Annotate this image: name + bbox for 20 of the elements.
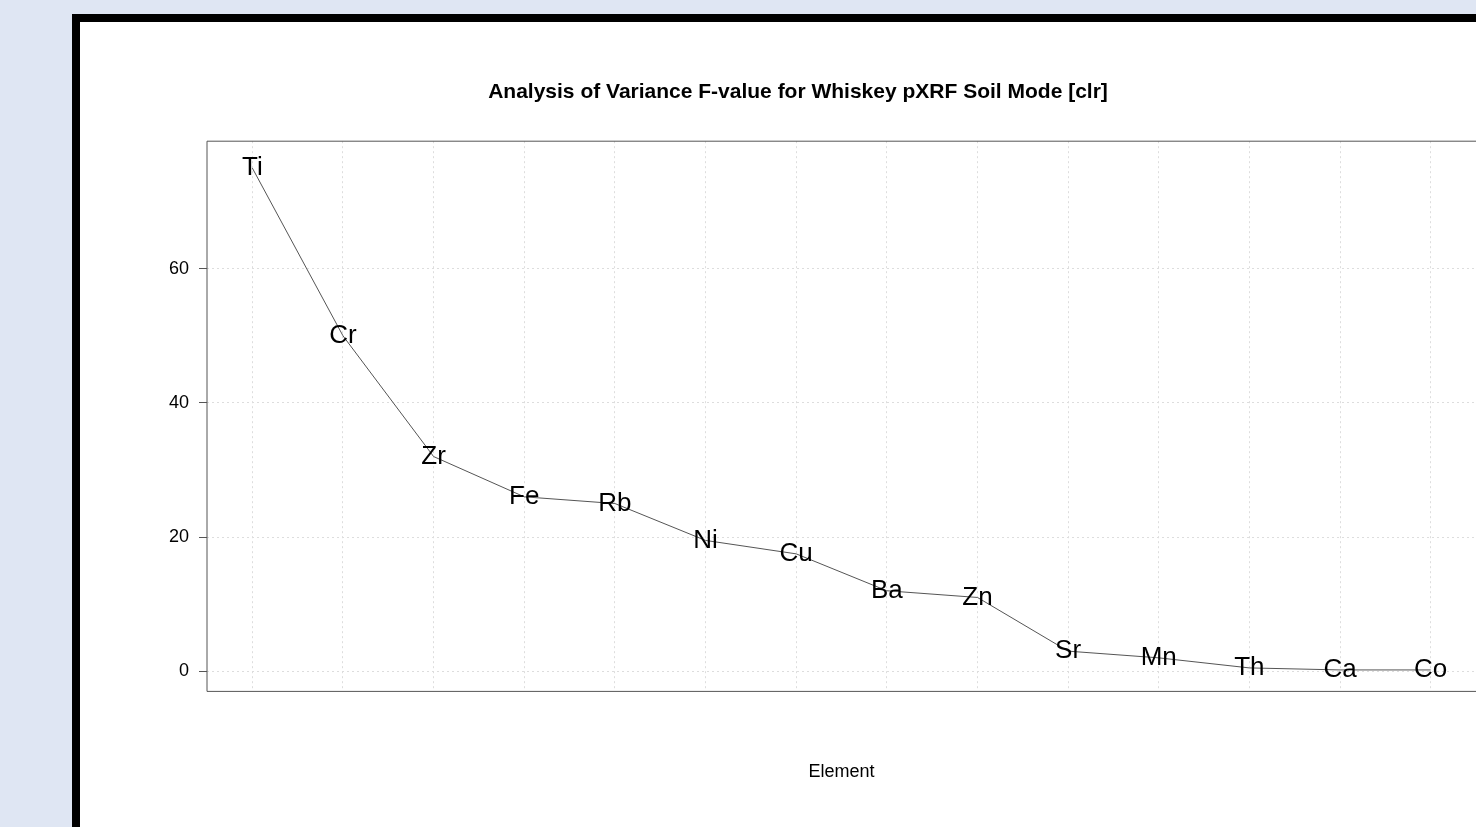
y-tick-label: 0	[178, 660, 189, 681]
x-tick-label: Cu	[779, 537, 813, 568]
x-tick-label: Th	[1234, 651, 1265, 682]
x-tick-label: Ti	[241, 151, 263, 182]
chart-title: Analysis of Variance F-value for Whiskey pXRF Soil Mode [clr]	[488, 79, 1108, 103]
x-tick-label: Sr	[1055, 634, 1082, 665]
x-tick-label: Cr	[329, 318, 358, 349]
x-tick-label: Rb	[598, 486, 632, 517]
x-tick-label: Fe	[509, 479, 540, 510]
x-tick-label: Zn	[962, 580, 993, 611]
x-tick-label: Zr	[421, 439, 447, 470]
y-tick-label: 40	[168, 391, 189, 412]
y-tick-label: 20	[168, 526, 189, 547]
x-tick-label: Co	[1414, 653, 1448, 684]
x-tick-label: Mn	[1140, 641, 1177, 672]
x-axis-title: Element	[808, 761, 875, 782]
x-tick-label: Ni	[693, 523, 718, 554]
x-tick-label: Ca	[1323, 653, 1358, 684]
x-tick-label: Ba	[870, 573, 904, 604]
y-tick-label: 60	[168, 257, 189, 278]
